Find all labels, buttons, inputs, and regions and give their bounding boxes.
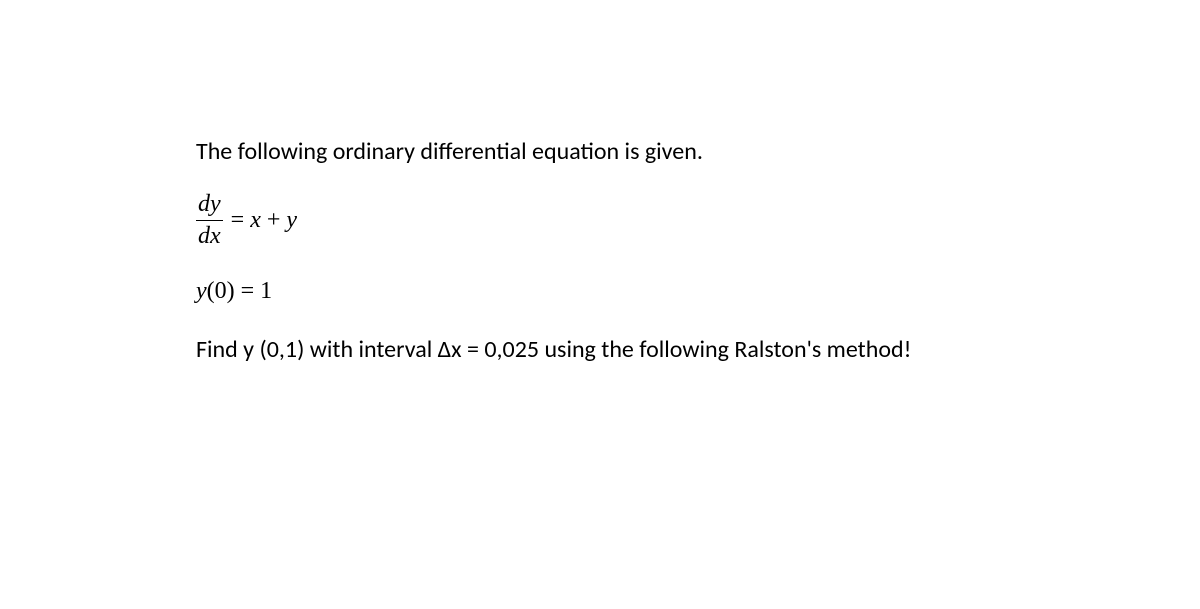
ic-y: y <box>196 277 207 306</box>
ic-value: (0) = 1 <box>207 277 273 306</box>
equation-rhs: = x + y <box>231 206 297 235</box>
fraction-numerator: dy <box>196 191 223 217</box>
fraction-bar <box>196 220 223 221</box>
equation-initial-condition: y (0) = 1 <box>196 277 1016 306</box>
problem-statement: The following ordinary differential equa… <box>196 136 1016 393</box>
intro-sentence: The following ordinary differential equa… <box>196 136 1016 167</box>
equation-ode: dy dx = x + y <box>196 191 1016 249</box>
fraction-denominator: dx <box>196 223 223 249</box>
fraction-dy-dx: dy dx <box>196 191 223 249</box>
task-sentence: Find y (0,1) with interval Δx = 0,025 us… <box>196 334 1016 365</box>
